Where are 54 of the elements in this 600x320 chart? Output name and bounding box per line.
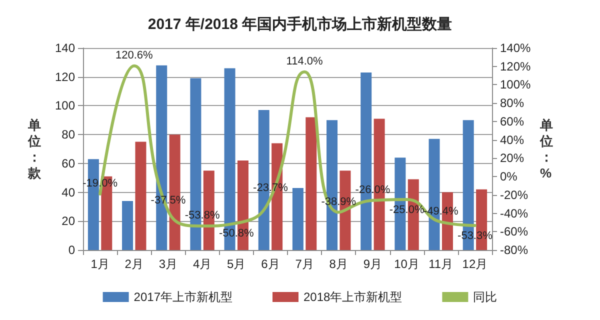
y2-tick-label: -80%: [500, 243, 528, 257]
legend-label: 同比: [473, 290, 498, 304]
legend-label: 2018年上市新机型: [304, 290, 402, 304]
y2-tick-label: 140%: [500, 41, 532, 55]
x-tick-label: 6月: [261, 257, 280, 271]
data-label: -19.0%: [82, 177, 118, 190]
data-label: -49.4%: [423, 205, 459, 218]
bar: [122, 200, 134, 250]
bar: [306, 117, 317, 250]
x-tick-label: 8月: [329, 257, 348, 271]
y2-tick-label: 60%: [500, 114, 524, 128]
chart-title: 2017 年/2018 年国内手机市场上市新机型数量: [148, 15, 452, 33]
y-tick-label: 120: [54, 70, 76, 84]
y-tick-label: 0: [68, 243, 76, 257]
data-label: -37.5%: [150, 194, 186, 206]
y2-tick-label: -60%: [500, 224, 528, 239]
data-label: -23.7%: [253, 182, 288, 194]
y-tick-label: 140: [54, 41, 76, 55]
data-label: -50.8%: [218, 228, 254, 240]
data-label: 114.0%: [286, 55, 323, 68]
data-label: -25.0%: [389, 204, 424, 216]
x-tick-label: 9月: [363, 257, 382, 271]
x-tick-label: 3月: [158, 257, 178, 271]
y-tick-label: 100: [54, 98, 76, 113]
y2-tick-label: 40%: [500, 132, 524, 147]
y-tick-label: 60: [62, 156, 76, 170]
x-tick-label: 10月: [394, 257, 420, 271]
y2-tick-label: -40%: [500, 206, 528, 220]
data-label: 120.6%: [115, 49, 153, 62]
data-label: -53.3%: [458, 230, 493, 242]
x-tick-label: 12月: [462, 257, 488, 271]
data-label: -53.8%: [184, 209, 220, 222]
data-label: -38.9%: [321, 196, 356, 208]
y2-tick-label: 120%: [500, 59, 532, 74]
y2-tick-label: 100%: [500, 78, 532, 92]
y2-tick-label: -20%: [500, 188, 528, 202]
x-tick-label: 7月: [295, 257, 314, 271]
x-tick-label: 2月: [124, 257, 144, 271]
y-tick-label: 20: [62, 214, 76, 228]
x-tick-label: 4月: [192, 257, 212, 271]
y-tick-label: 40: [62, 185, 76, 200]
x-tick-label: 5月: [227, 257, 246, 271]
y-axis-title: 单位：款: [27, 118, 42, 180]
bar: [292, 188, 304, 250]
y2-tick-label: 0%: [500, 170, 518, 184]
x-tick-label: 11月: [428, 257, 454, 271]
legend-label: 2017年上市新机型: [134, 290, 233, 304]
y2-tick-label: 80%: [500, 96, 524, 110]
data-label: -26.0%: [355, 184, 390, 196]
bar: [135, 142, 146, 250]
y-tick-label: 80: [62, 128, 76, 142]
x-tick-label: 1月: [90, 257, 110, 271]
y2-tick-label: 20%: [500, 151, 524, 166]
y2-axis-title: 单位：%: [539, 118, 553, 180]
